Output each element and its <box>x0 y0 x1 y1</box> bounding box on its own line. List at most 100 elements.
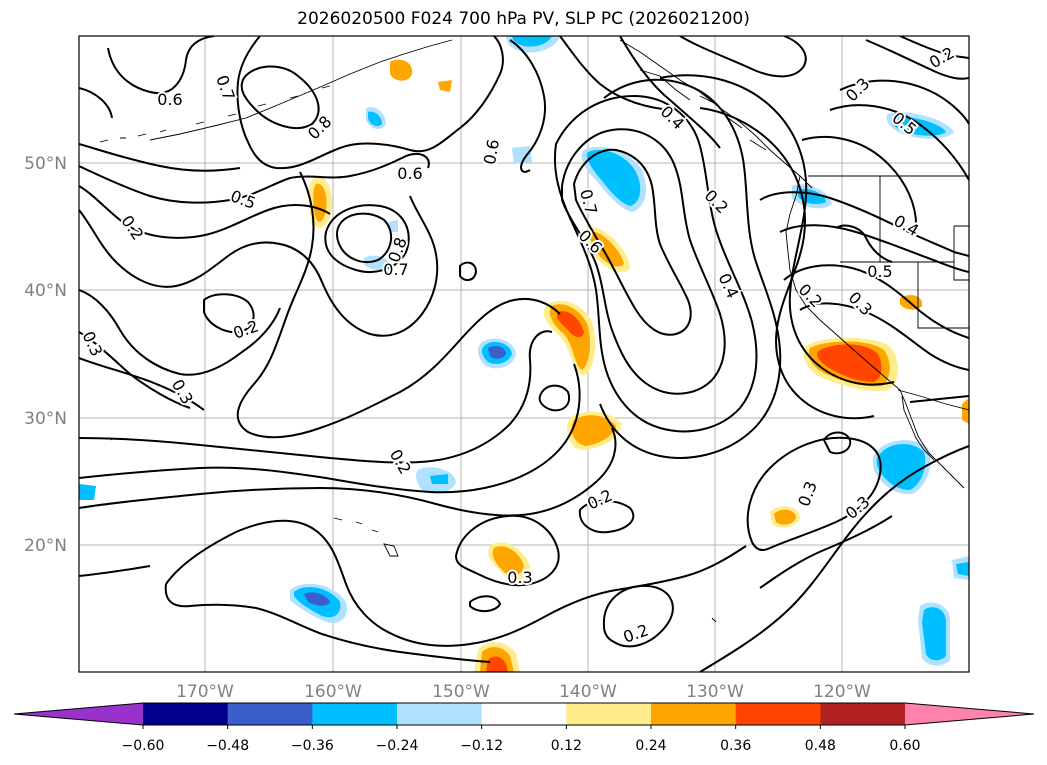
colorbar-swatch <box>651 703 737 725</box>
contour-line <box>79 87 113 119</box>
contour-label: 0.3 <box>507 568 532 587</box>
contour-line <box>835 224 893 263</box>
colorbar-tick-labels: −0.60 −0.48 −0.36 −0.24 −0.12 0.12 0.24 0.36 0.4… <box>122 725 921 754</box>
contour-line <box>909 395 969 403</box>
pv-negative-area <box>512 36 552 47</box>
map-panel: 0.6 0.70.80.50.20.80.70.60.20.30.30.20.60… <box>79 36 969 672</box>
pv-negative-area <box>488 346 506 359</box>
colorbar-swatch <box>312 703 398 725</box>
pv-negative-area <box>876 443 926 490</box>
contour-line <box>899 36 969 59</box>
contour-line <box>699 445 969 672</box>
contour-line <box>759 515 893 589</box>
lat-label-40n: 40°N <box>24 281 67 301</box>
contour-line <box>554 94 758 433</box>
colorbar-swatch <box>143 703 229 725</box>
pv-negative-area <box>304 592 330 606</box>
contour-line <box>79 185 331 239</box>
contour-line <box>559 36 673 111</box>
contour-line <box>865 39 969 80</box>
colorbar-tick-label: 0.12 <box>551 738 582 754</box>
colorbar-tick-label: −0.48 <box>206 738 249 754</box>
colorbar-extend-high <box>905 703 1034 725</box>
contour-line <box>164 583 491 663</box>
bc-islands <box>639 69 767 151</box>
contour-line <box>839 79 969 125</box>
contour-line <box>829 104 969 181</box>
colorbar-tick-label: 0.36 <box>720 738 751 754</box>
colorbar-tick-label: −0.36 <box>291 738 334 754</box>
colorbar-tick-label: 0.48 <box>805 738 836 754</box>
colorbar-swatch <box>566 703 652 725</box>
contour-line <box>79 289 281 376</box>
pv-negative-area <box>956 562 969 576</box>
pv-positive-area <box>492 546 524 576</box>
pv-negative-area <box>364 255 391 271</box>
colorbar-tick-label: −0.60 <box>122 738 165 754</box>
contour-lines <box>79 36 969 672</box>
pv-negative-area <box>430 474 448 484</box>
contour-line <box>561 128 726 395</box>
contour-line <box>459 261 478 282</box>
contour-line <box>454 514 560 587</box>
lon-label-150w: 150°W <box>432 682 490 702</box>
colorbar-swatch <box>227 703 313 725</box>
aleutian-islands <box>99 85 331 143</box>
contour-line <box>79 152 430 204</box>
pv-positive-area <box>571 415 616 446</box>
lat-label-30n: 30°N <box>24 409 67 429</box>
pv-positive-area <box>962 398 969 424</box>
contour-line <box>79 143 241 172</box>
figure-title: 2026020500 F024 700 hPa PV, SLP PC (2026… <box>297 9 750 29</box>
contour-line <box>240 65 320 129</box>
contour-line <box>602 584 674 648</box>
hawaii-islands <box>333 517 399 557</box>
contour-line <box>538 384 570 412</box>
pv-negative-area <box>891 116 946 136</box>
contour-line <box>699 107 875 420</box>
contour-line <box>679 36 807 78</box>
pv-negative-area <box>922 607 946 661</box>
colorbar-swatch <box>481 703 567 725</box>
contour-line <box>79 357 205 411</box>
contour-line <box>799 302 969 371</box>
contour-label: 0.6 <box>397 164 422 183</box>
lat-label-20n: 20°N <box>24 536 67 556</box>
north-america-coastline <box>785 175 965 489</box>
contour-line <box>336 212 393 264</box>
contour-label: 0.5 <box>867 262 892 281</box>
pv-positive-area <box>438 80 452 92</box>
contour-line <box>572 148 692 336</box>
latitude-labels: 50°N 40°N 30°N 20°N <box>24 154 67 556</box>
pv-positive-area <box>774 509 796 525</box>
contour-line <box>619 36 721 149</box>
colorbar-swatches <box>14 703 1034 725</box>
contour-label: 0.6 <box>157 90 182 109</box>
contour-line <box>783 264 969 339</box>
colorbar: −0.60 −0.48 −0.36 −0.24 −0.12 0.12 0.24 0.36 0.4… <box>13 702 1035 754</box>
colorbar-swatch <box>820 703 906 725</box>
colorbar-swatch <box>735 703 821 725</box>
baja-coastline <box>901 395 935 461</box>
contour-line <box>759 191 969 257</box>
contour-line <box>599 78 782 459</box>
pv-negative-area <box>512 146 532 164</box>
lon-label-140w: 140°W <box>559 682 617 702</box>
pv-positive-area <box>817 344 882 382</box>
map-frame <box>78 35 970 673</box>
pv-negative-area <box>79 484 96 500</box>
pv-positive-area <box>313 183 327 222</box>
colorbar-tick-label: 0.60 <box>889 738 920 754</box>
contour-line <box>79 330 553 464</box>
contour-line <box>659 74 895 386</box>
pv-negative-area <box>368 111 382 126</box>
contour-line <box>469 595 502 612</box>
contour-line <box>578 499 635 534</box>
lon-label-170w: 170°W <box>176 682 234 702</box>
pv-positive-area <box>486 656 508 672</box>
contour-line <box>822 431 852 455</box>
lon-label-120w: 120°W <box>813 682 871 702</box>
contour-line <box>801 136 918 233</box>
contour-line <box>79 363 581 494</box>
contour-line <box>203 293 255 334</box>
